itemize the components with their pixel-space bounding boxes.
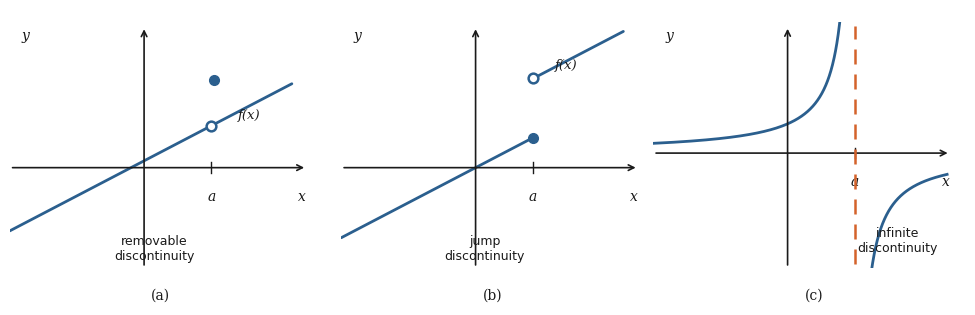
Text: x: x: [630, 190, 638, 204]
Text: jump
discontinuity: jump discontinuity: [445, 235, 525, 263]
Text: y: y: [665, 29, 673, 43]
Text: a: a: [850, 175, 859, 189]
Text: (c): (c): [804, 289, 824, 302]
Text: x: x: [942, 175, 950, 189]
Text: infinite
discontinuity: infinite discontinuity: [858, 227, 938, 255]
Text: a: a: [207, 190, 215, 204]
Text: (a): (a): [151, 289, 171, 302]
Text: a: a: [529, 190, 537, 204]
Text: x: x: [298, 190, 306, 204]
Text: removable
discontinuity: removable discontinuity: [114, 235, 194, 263]
Text: (b): (b): [483, 289, 502, 302]
Text: y: y: [353, 29, 361, 43]
Text: f(x): f(x): [555, 59, 577, 72]
Text: y: y: [21, 29, 29, 43]
Text: f(x): f(x): [238, 109, 260, 122]
